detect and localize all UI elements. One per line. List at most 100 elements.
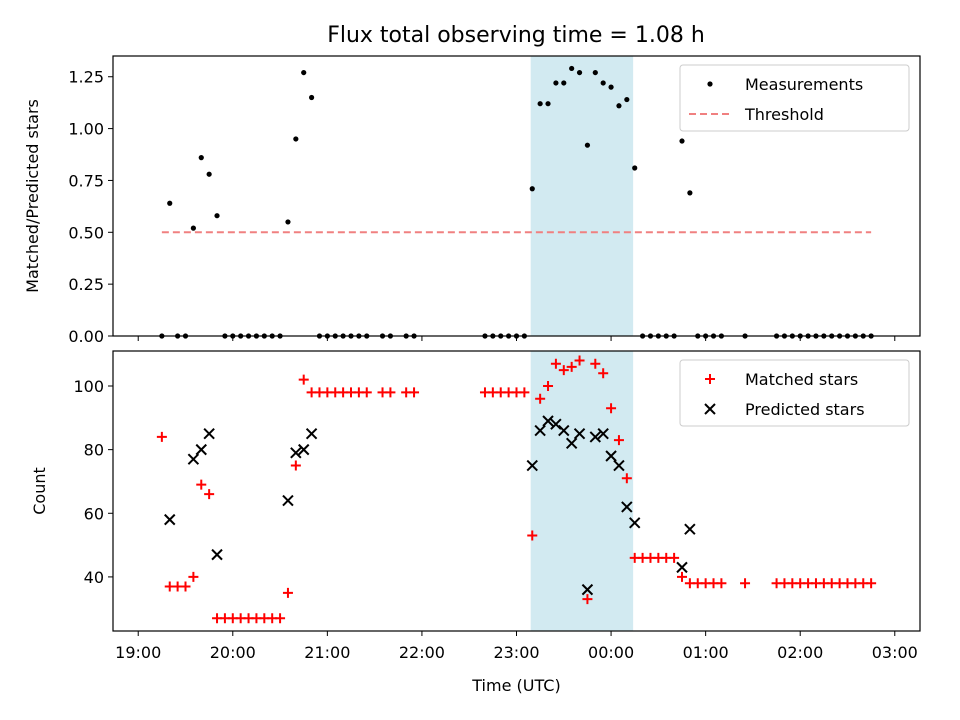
matched-star-point bbox=[613, 435, 624, 446]
matched-star-point bbox=[669, 552, 680, 563]
x-tick-label: 21:00 bbox=[304, 643, 350, 662]
predicted-star-point bbox=[558, 424, 570, 437]
predicted-star-point bbox=[676, 561, 688, 574]
matched-star-point bbox=[558, 365, 569, 376]
matched-star-point bbox=[204, 489, 215, 500]
measurement-point bbox=[545, 101, 551, 107]
y-axis-label: Matched/Predicted stars bbox=[23, 99, 42, 293]
measurement-point bbox=[167, 200, 173, 206]
legend-box bbox=[679, 64, 910, 132]
legend-box bbox=[679, 359, 910, 427]
matched-star-point bbox=[298, 374, 309, 385]
matched-star-point bbox=[156, 431, 167, 442]
matched-star-point bbox=[535, 393, 546, 404]
y-tick-label: 0.50 bbox=[68, 223, 104, 242]
predicted-star-point bbox=[187, 453, 200, 465]
measurement-point bbox=[576, 69, 583, 76]
x-tick-label: 00:00 bbox=[588, 643, 634, 662]
x-tick-label: 23:00 bbox=[493, 643, 539, 662]
measurement-point bbox=[301, 69, 307, 76]
matched-star-point bbox=[409, 387, 420, 398]
predicted-star-point bbox=[605, 450, 617, 462]
matched-star-point bbox=[290, 460, 301, 471]
predicted-star-point bbox=[597, 428, 609, 440]
predicted-star-point bbox=[195, 443, 207, 456]
predicted-star-point bbox=[282, 494, 294, 507]
measurement-point bbox=[529, 186, 535, 192]
matched-star-point bbox=[676, 571, 687, 582]
matched-star-point bbox=[566, 361, 577, 372]
top-panel: 0.00 0.25 0.50 0.75 1.00 1.25 Matched/Predicte… bbox=[23, 55, 921, 346]
matched-star-point bbox=[527, 530, 538, 541]
predicted-star-point bbox=[565, 437, 578, 449]
measurement-point bbox=[687, 190, 693, 196]
matched-star-point bbox=[196, 479, 207, 490]
y-tick-label: 0.75 bbox=[68, 171, 104, 190]
legend-marker-predicted bbox=[704, 403, 716, 415]
y-tick-label: 40 bbox=[84, 568, 104, 587]
matched-star-point bbox=[361, 387, 372, 398]
predicted-star-point bbox=[684, 523, 696, 535]
measurement-point bbox=[190, 225, 196, 231]
measurement-point bbox=[537, 101, 543, 107]
matched-star-point bbox=[582, 594, 593, 605]
predicted-star-point bbox=[290, 447, 302, 459]
x-tick-label: 22:00 bbox=[399, 643, 445, 662]
measurement-point bbox=[632, 165, 638, 171]
matched-star-point bbox=[275, 613, 286, 624]
legend-label: Predicted stars bbox=[745, 400, 865, 419]
x-tick-label: 20:00 bbox=[210, 643, 256, 662]
measurement-point bbox=[308, 94, 315, 101]
measurement-point bbox=[561, 80, 567, 86]
measurement-point bbox=[592, 69, 598, 76]
predicted-star-point bbox=[581, 583, 594, 596]
measurement-point bbox=[584, 142, 591, 148]
predicted-star-point bbox=[305, 428, 318, 440]
y-tick-label: 1.25 bbox=[68, 68, 104, 87]
measurement-point bbox=[569, 65, 575, 72]
measurement-point bbox=[553, 80, 559, 86]
x-axis-label: Time (UTC) bbox=[471, 676, 560, 695]
matched-star-point bbox=[740, 578, 751, 589]
matched-star-point bbox=[519, 387, 530, 398]
predicted-star-point bbox=[613, 459, 625, 472]
legend-label: Matched stars bbox=[745, 370, 858, 389]
predicted-star-point bbox=[298, 443, 310, 456]
measurement-point bbox=[608, 84, 614, 90]
measurement-point bbox=[293, 136, 299, 142]
predicted-star-point bbox=[573, 428, 586, 440]
matched-star-point bbox=[282, 587, 293, 598]
x-tick-label: 01:00 bbox=[683, 643, 729, 662]
predicted-star-point bbox=[164, 513, 176, 526]
predicted-star-point bbox=[542, 415, 554, 427]
measurement-point bbox=[198, 155, 204, 161]
measurement-point bbox=[600, 80, 606, 86]
y-tick-label: 0.25 bbox=[68, 275, 104, 294]
matched-star-point bbox=[550, 358, 561, 369]
shaded-region bbox=[530, 56, 634, 336]
matched-star-point bbox=[543, 381, 554, 391]
chart-title: Flux total observing time = 1.08 h bbox=[327, 23, 705, 48]
legend-marker-measurements bbox=[707, 81, 713, 87]
y-axis-label: Count bbox=[30, 467, 49, 515]
measurement-point bbox=[624, 96, 630, 103]
predicted-star-point bbox=[550, 418, 562, 430]
predicted-star-point bbox=[203, 428, 215, 440]
shaded-region bbox=[530, 351, 634, 631]
x-tick-label: 03:00 bbox=[872, 643, 918, 662]
predicted-star-point bbox=[526, 459, 538, 472]
matched-star-point bbox=[590, 358, 601, 369]
predicted-star-point bbox=[629, 517, 641, 529]
legend-label: Threshold bbox=[744, 105, 824, 124]
measurement-point bbox=[679, 138, 685, 144]
bottom-panel: 40 60 80 100 19:00 20:00 21:00 22:00 23:00 00:00 0… bbox=[30, 350, 921, 695]
y-tick-label: 80 bbox=[84, 441, 104, 460]
matched-star-point bbox=[716, 578, 727, 589]
matched-star-point bbox=[606, 403, 617, 414]
matched-star-point bbox=[621, 473, 632, 484]
legend-label: Measurements bbox=[745, 75, 863, 94]
predicted-star-point bbox=[211, 548, 223, 561]
measurement-point bbox=[616, 103, 622, 109]
matched-star-point bbox=[188, 571, 199, 582]
